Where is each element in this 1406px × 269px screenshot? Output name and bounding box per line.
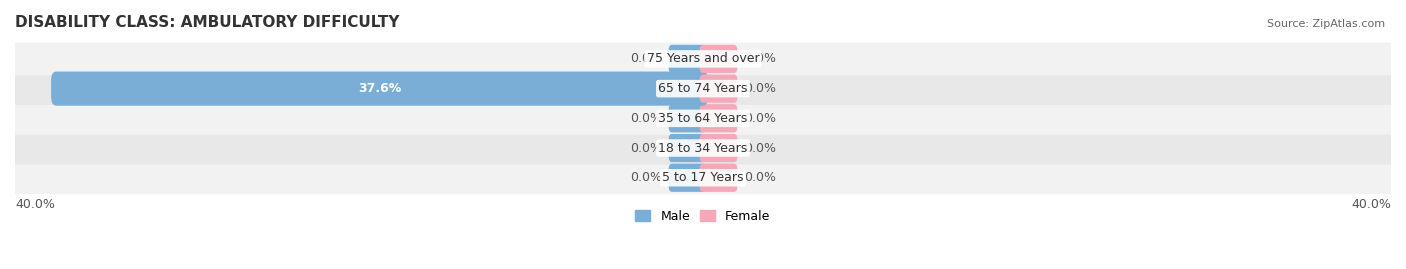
FancyBboxPatch shape	[14, 132, 1392, 164]
Text: 0.0%: 0.0%	[744, 171, 776, 184]
FancyBboxPatch shape	[14, 43, 1392, 75]
Text: 65 to 74 Years: 65 to 74 Years	[658, 82, 748, 95]
Text: DISABILITY CLASS: AMBULATORY DIFFICULTY: DISABILITY CLASS: AMBULATORY DIFFICULTY	[15, 15, 399, 30]
FancyBboxPatch shape	[14, 161, 1392, 194]
Text: 5 to 17 Years: 5 to 17 Years	[662, 171, 744, 184]
FancyBboxPatch shape	[14, 72, 1392, 105]
FancyBboxPatch shape	[669, 45, 706, 73]
Legend: Male, Female: Male, Female	[630, 205, 776, 228]
Text: 40.0%: 40.0%	[15, 198, 55, 211]
Text: 40.0%: 40.0%	[1351, 198, 1391, 211]
Text: 18 to 34 Years: 18 to 34 Years	[658, 141, 748, 154]
FancyBboxPatch shape	[669, 164, 706, 192]
Text: 35 to 64 Years: 35 to 64 Years	[658, 112, 748, 125]
Text: 0.0%: 0.0%	[744, 141, 776, 154]
Text: 0.0%: 0.0%	[744, 82, 776, 95]
Text: Source: ZipAtlas.com: Source: ZipAtlas.com	[1267, 19, 1385, 29]
Text: 0.0%: 0.0%	[744, 52, 776, 65]
Text: 37.6%: 37.6%	[359, 82, 401, 95]
Text: 0.0%: 0.0%	[630, 112, 662, 125]
FancyBboxPatch shape	[700, 45, 737, 73]
FancyBboxPatch shape	[51, 72, 709, 106]
FancyBboxPatch shape	[700, 134, 737, 162]
Text: 0.0%: 0.0%	[630, 52, 662, 65]
Text: 0.0%: 0.0%	[630, 171, 662, 184]
FancyBboxPatch shape	[14, 102, 1392, 135]
FancyBboxPatch shape	[700, 104, 737, 132]
Text: 75 Years and over: 75 Years and over	[647, 52, 759, 65]
FancyBboxPatch shape	[669, 134, 706, 162]
FancyBboxPatch shape	[700, 75, 737, 103]
Text: 0.0%: 0.0%	[744, 112, 776, 125]
FancyBboxPatch shape	[669, 104, 706, 132]
Text: 0.0%: 0.0%	[630, 141, 662, 154]
FancyBboxPatch shape	[700, 164, 737, 192]
